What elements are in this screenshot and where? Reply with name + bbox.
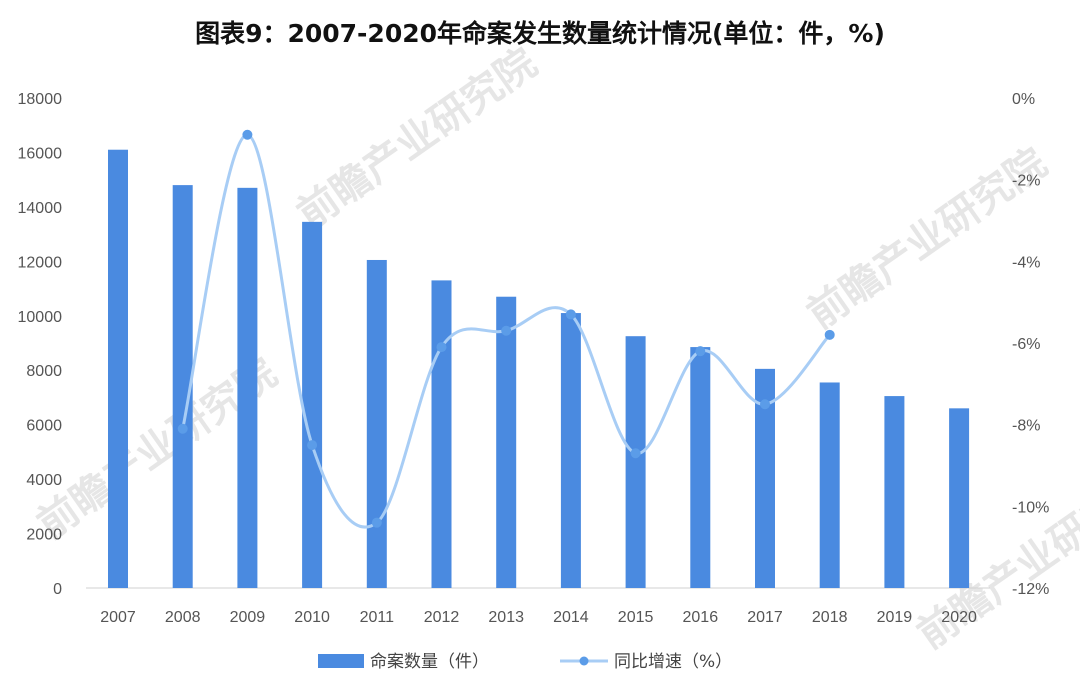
left-tick-label: 14000 (18, 200, 63, 217)
left-tick-label: 12000 (18, 254, 63, 271)
x-tick-label: 2008 (165, 609, 201, 626)
right-tick-label: -6% (1012, 336, 1040, 353)
left-tick-label: 6000 (26, 418, 62, 435)
bar (431, 280, 452, 588)
legend-bar-swatch (318, 654, 364, 668)
x-tick-label: 2013 (488, 609, 524, 626)
bar (496, 296, 517, 588)
x-tick-label: 2012 (424, 609, 460, 626)
bar (172, 185, 193, 588)
x-tick-label: 2011 (360, 609, 395, 626)
x-tick-label: 2020 (941, 609, 977, 626)
chart-title: 图表9：2007-2020年命案发生数量统计情况(单位：件，%) (195, 19, 885, 48)
watermark-text: 前瞻产业研究院 (289, 40, 545, 238)
growth-point (695, 346, 706, 357)
bar (949, 408, 970, 588)
growth-point (630, 448, 641, 459)
x-tick-label: 2017 (747, 609, 783, 626)
left-axis-ticks: 0 2000 4000 6000 8000 10000 12000 14000 16000 180… (18, 91, 63, 598)
legend-bar-label: 命案数量（件） (370, 652, 489, 672)
x-tick-label: 2010 (294, 609, 330, 626)
bar (302, 221, 323, 588)
bar (560, 313, 581, 588)
left-tick-label: 0 (53, 581, 62, 598)
growth-point (824, 329, 835, 340)
left-tick-label: 10000 (18, 309, 63, 326)
x-axis-ticks: 2007 2008 2009 2010 2011 2012 2013 2014 2015 2016… (100, 609, 977, 626)
x-tick-label: 2015 (618, 609, 654, 626)
left-tick-label: 16000 (18, 145, 63, 162)
watermark-text: 前瞻产业研究院 (799, 140, 1055, 338)
growth-point (307, 440, 318, 451)
x-tick-label: 2014 (553, 609, 589, 626)
right-tick-label: -4% (1012, 254, 1040, 271)
legend: 命案数量（件） 同比增速（%） (318, 652, 732, 672)
right-tick-label: -8% (1012, 418, 1040, 435)
x-tick-label: 2018 (812, 609, 848, 626)
left-tick-label: 18000 (18, 91, 63, 108)
growth-point (371, 517, 382, 528)
bar-series (108, 149, 970, 589)
legend-line-label: 同比增速（%） (614, 652, 732, 672)
bar (819, 382, 840, 588)
bar (237, 187, 258, 589)
bar (755, 368, 775, 588)
right-tick-label: -10% (1012, 499, 1049, 516)
left-tick-label: 8000 (26, 363, 62, 380)
growth-point (501, 325, 512, 336)
right-tick-label: -12% (1012, 581, 1049, 598)
bar (108, 149, 128, 588)
right-tick-label: -2% (1012, 173, 1040, 190)
bar (625, 336, 646, 588)
right-tick-label: 0% (1012, 91, 1035, 108)
x-tick-label: 2009 (230, 609, 266, 626)
bar (690, 347, 711, 588)
growth-point (177, 423, 188, 434)
growth-point (242, 129, 253, 140)
growth-point (436, 342, 447, 353)
x-tick-label: 2019 (877, 609, 913, 626)
left-tick-label: 2000 (26, 527, 62, 544)
bar (366, 259, 387, 588)
legend-line-dot (579, 656, 589, 666)
growth-point (760, 399, 770, 410)
line-series (177, 129, 835, 529)
x-tick-label: 2016 (683, 609, 719, 626)
left-tick-label: 4000 (26, 472, 62, 489)
bar (884, 396, 905, 588)
right-axis-ticks: 0% -2% -4% -6% -8% -10% -12% (1012, 91, 1049, 598)
growth-point (565, 309, 576, 320)
watermark-text: 前瞻产业研究院 (909, 460, 1080, 658)
x-tick-label: 2007 (100, 609, 136, 626)
